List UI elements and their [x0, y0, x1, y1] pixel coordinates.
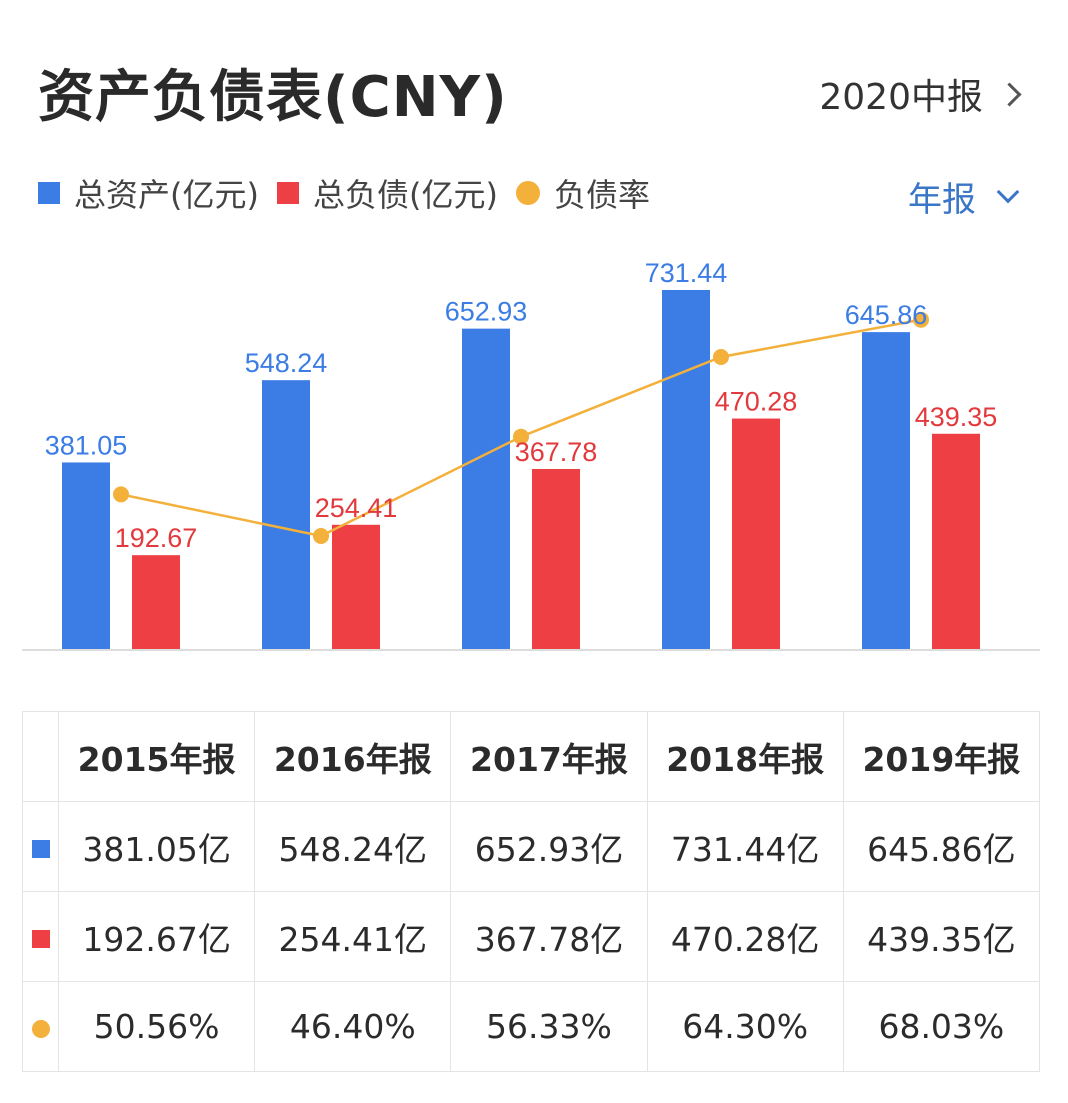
table-cell: 367.78亿: [450, 891, 648, 982]
table-cell: 50.56%: [57, 981, 256, 1072]
bar-liabilities: [732, 418, 780, 650]
table-cell: 652.93亿: [450, 801, 648, 892]
bar-assets: [662, 290, 710, 650]
column-header: 2015年报: [57, 711, 256, 802]
table-header-row: 2015年报 2016年报 2017年报 2018年报 2019年报: [22, 711, 1041, 802]
frequency-selector[interactable]: 年报: [908, 172, 1020, 221]
dot-icon: [515, 181, 540, 205]
data-label-assets: 652.93: [445, 297, 528, 327]
data-label-liabilities: 367.78: [515, 437, 598, 467]
frequency-label: 年报: [908, 180, 976, 220]
chart-legend: 总资产(亿元) 总负债(亿元) 负债率: [38, 168, 668, 218]
legend-item-liabilities: 总负债(亿元): [276, 170, 498, 216]
table-cell: 68.03%: [842, 981, 1041, 1072]
table-cell: 470.28亿: [646, 891, 844, 982]
bar-liabilities: [132, 555, 180, 650]
table-cell: 46.40%: [254, 981, 452, 1072]
square-icon: [38, 182, 60, 204]
column-header: 2019年报: [842, 711, 1041, 802]
table-corner: [22, 711, 59, 802]
bar-assets: [462, 328, 510, 650]
bar-liabilities: [932, 433, 980, 650]
table-row-assets: 381.05亿 548.24亿 652.93亿 731.44亿 645.86亿: [22, 801, 1041, 892]
data-label-liabilities: 470.28: [715, 387, 798, 417]
line-debt-ratio: [120, 318, 922, 538]
data-label-assets: 381.05: [45, 430, 128, 460]
point-debt-ratio: [113, 486, 129, 503]
data-label-liabilities: 254.41: [315, 493, 398, 523]
legend-label: 总负债(亿元): [312, 176, 498, 214]
chevron-down-icon: [996, 180, 1020, 203]
dot-icon: [31, 1020, 50, 1038]
period-label: 2020中报: [819, 77, 983, 118]
table-row-liabilities: 192.67亿 254.41亿 367.78亿 470.28亿 439.35亿: [22, 891, 1041, 982]
table-cell: 439.35亿: [842, 891, 1041, 982]
bar-liabilities: [332, 524, 380, 650]
chevron-right-icon: [997, 81, 1022, 107]
table-cell: 548.24亿: [254, 801, 452, 892]
bar-assets: [262, 380, 310, 650]
row-marker: [22, 891, 59, 982]
point-debt-ratio: [513, 428, 529, 445]
column-header: 2016年报: [254, 711, 452, 802]
header: 资产负债表(CNY) 2020中报: [0, 0, 1068, 140]
column-header: 2018年报: [646, 711, 844, 802]
data-label-assets: 645.86: [845, 300, 928, 330]
row-marker: [22, 801, 59, 892]
legend-label: 负债率: [553, 176, 650, 214]
period-selector[interactable]: 2020中报: [819, 68, 1024, 120]
data-table: 2015年报 2016年报 2017年报 2018年报 2019年报 381.0…: [22, 711, 1041, 1072]
row-marker: [22, 981, 59, 1072]
data-label-assets: 548.24: [245, 348, 328, 378]
table-cell: 645.86亿: [842, 801, 1041, 892]
square-icon: [276, 182, 299, 204]
data-label-assets: 731.44: [645, 258, 728, 288]
balance-sheet-chart: 381.05 192.67 548.24 254.41 652.93 367.78 731.…: [22, 258, 1040, 651]
data-label-liabilities: 439.35: [915, 402, 998, 432]
square-icon: [31, 840, 50, 858]
table-cell: 64.30%: [646, 981, 844, 1072]
bar-assets: [862, 332, 910, 650]
legend-item-assets: 总资产(亿元): [38, 170, 259, 216]
table-cell: 254.41亿: [254, 891, 452, 982]
bar-liabilities: [532, 468, 580, 650]
legend-label: 总资产(亿元): [74, 176, 259, 214]
point-debt-ratio: [313, 528, 329, 544]
table-cell: 381.05亿: [57, 801, 256, 892]
page-title: 资产负债表(CNY): [38, 65, 508, 130]
point-debt-ratio: [713, 349, 729, 365]
legend-item-debt-ratio: 负债率: [515, 170, 650, 216]
table-cell: 731.44亿: [646, 801, 844, 892]
square-icon: [31, 930, 50, 948]
column-header: 2017年报: [450, 711, 648, 802]
table-row-debt-ratio: 50.56% 46.40% 56.33% 64.30% 68.03%: [22, 981, 1041, 1072]
bar-assets: [62, 462, 110, 650]
table-cell: 192.67亿: [57, 891, 256, 982]
point-debt-ratio: [913, 311, 929, 328]
data-label-liabilities: 192.67: [115, 523, 198, 553]
table-cell: 56.33%: [450, 981, 648, 1072]
